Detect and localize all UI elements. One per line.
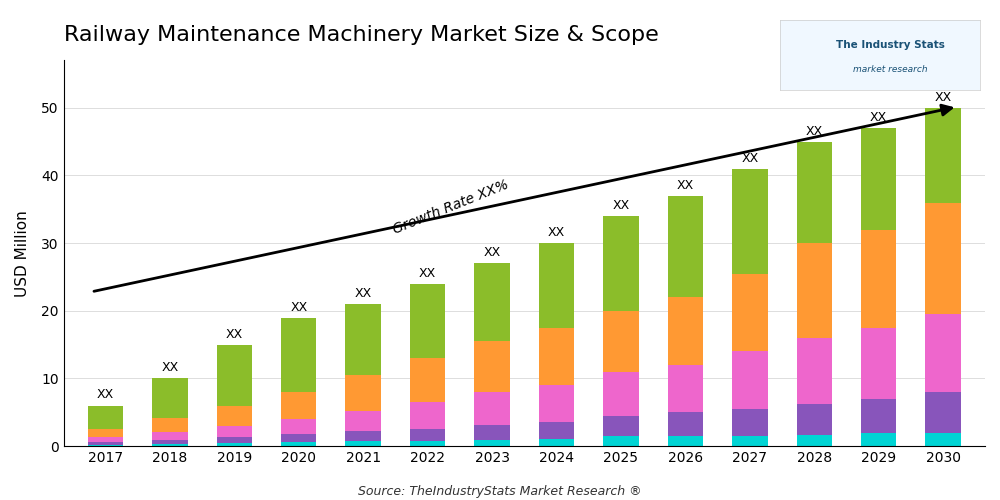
Bar: [474, 392, 510, 425]
Bar: [861, 328, 896, 400]
Bar: [668, 298, 703, 365]
Bar: [88, 406, 123, 429]
Bar: [668, 412, 703, 436]
Bar: [539, 328, 574, 385]
Bar: [152, 432, 188, 440]
Bar: [732, 436, 768, 446]
Text: Source: TheIndustryStats Market Research ®: Source: TheIndustryStats Market Research…: [358, 484, 642, 498]
Bar: [474, 342, 510, 392]
Bar: [281, 419, 316, 434]
Bar: [539, 243, 574, 328]
Bar: [410, 440, 445, 446]
Text: XX: XX: [806, 124, 823, 138]
Bar: [88, 442, 123, 445]
Bar: [410, 284, 445, 358]
Bar: [732, 168, 768, 274]
Y-axis label: USD Million: USD Million: [15, 210, 30, 296]
Bar: [345, 375, 381, 411]
Bar: [668, 436, 703, 446]
Bar: [797, 142, 832, 243]
Bar: [603, 416, 639, 436]
Bar: [797, 404, 832, 434]
Bar: [603, 436, 639, 446]
Bar: [345, 304, 381, 375]
Bar: [603, 216, 639, 311]
Text: XX: XX: [741, 152, 758, 164]
Bar: [345, 411, 381, 432]
Bar: [732, 409, 768, 436]
Bar: [281, 434, 316, 442]
Bar: [861, 400, 896, 434]
Bar: [797, 338, 832, 404]
Text: Railway Maintenance Machinery Market Size & Scope: Railway Maintenance Machinery Market Siz…: [64, 25, 658, 45]
Text: XX: XX: [612, 199, 630, 212]
Bar: [797, 434, 832, 446]
Bar: [925, 392, 961, 432]
Text: XX: XX: [419, 266, 436, 280]
Bar: [217, 443, 252, 446]
Text: Growth Rate XX%: Growth Rate XX%: [391, 178, 511, 236]
Bar: [281, 442, 316, 446]
Text: XX: XX: [548, 226, 565, 239]
Bar: [152, 378, 188, 418]
Bar: [410, 358, 445, 402]
Bar: [217, 344, 252, 406]
Bar: [217, 438, 252, 443]
Bar: [861, 128, 896, 230]
Bar: [539, 385, 574, 422]
Bar: [217, 406, 252, 426]
Bar: [217, 426, 252, 438]
Bar: [345, 442, 381, 446]
Text: XX: XX: [97, 388, 114, 402]
Bar: [732, 274, 768, 351]
Bar: [474, 264, 510, 342]
Bar: [88, 445, 123, 446]
Bar: [152, 418, 188, 432]
Bar: [925, 202, 961, 314]
Bar: [603, 311, 639, 372]
Text: XX: XX: [226, 328, 243, 340]
Bar: [474, 425, 510, 440]
Bar: [152, 444, 188, 446]
Bar: [925, 432, 961, 446]
Bar: [152, 440, 188, 444]
Text: XX: XX: [677, 178, 694, 192]
Bar: [539, 422, 574, 440]
Bar: [88, 436, 123, 442]
Bar: [474, 440, 510, 446]
Bar: [797, 243, 832, 338]
Bar: [925, 108, 961, 202]
Text: XX: XX: [483, 246, 501, 260]
Bar: [88, 429, 123, 436]
Text: XX: XX: [934, 91, 952, 104]
Text: XX: XX: [870, 111, 887, 124]
Text: XX: XX: [355, 287, 372, 300]
Bar: [281, 318, 316, 392]
Bar: [925, 314, 961, 392]
Bar: [539, 440, 574, 446]
Bar: [281, 392, 316, 419]
Bar: [668, 365, 703, 412]
Text: XX: XX: [290, 300, 307, 314]
Bar: [345, 432, 381, 442]
Text: market research: market research: [853, 64, 927, 74]
Bar: [732, 352, 768, 409]
Text: The Industry Stats: The Industry Stats: [836, 40, 944, 50]
Bar: [410, 402, 445, 428]
Text: XX: XX: [161, 362, 179, 374]
Bar: [603, 372, 639, 416]
Bar: [861, 230, 896, 328]
Bar: [861, 434, 896, 446]
Bar: [668, 196, 703, 298]
Bar: [410, 428, 445, 440]
